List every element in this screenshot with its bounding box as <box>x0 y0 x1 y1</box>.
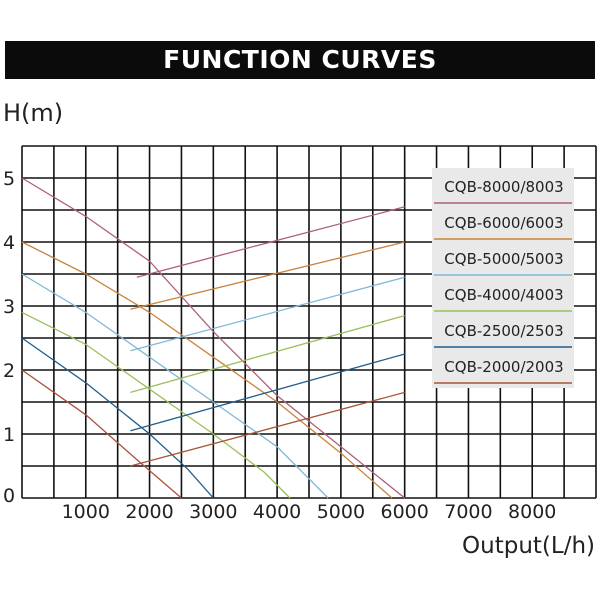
x-tick-label: 7000 <box>444 501 492 523</box>
y-tick-label: 4 <box>3 232 15 254</box>
y-axis-label: H(m) <box>3 99 63 127</box>
efficiency-line-5 <box>130 353 405 432</box>
legend: CQB-8000/8003 CQB-6000/6003 CQB-5000/5003 C… <box>432 168 574 388</box>
x-tick-label: 5000 <box>317 501 365 523</box>
x-tick-label: 6000 <box>380 501 428 523</box>
legend-label: CQB-4000/4003 <box>444 286 563 304</box>
series-line-5 <box>21 337 214 499</box>
series-line-6 <box>21 369 182 499</box>
y-tick-label: 2 <box>3 360 15 382</box>
series-line-3 <box>21 273 329 499</box>
legend-label: CQB-2000/2003 <box>444 358 563 376</box>
x-axis-label: Output(L/h) <box>462 533 595 559</box>
y-tick-label: 3 <box>3 296 15 318</box>
efficiency-line-1 <box>136 206 405 278</box>
x-tick-label: 4000 <box>253 501 301 523</box>
grid <box>21 145 597 499</box>
efficiency-line-4 <box>130 314 405 394</box>
series-line-1 <box>21 177 406 499</box>
legend-label: CQB-6000/6003 <box>444 214 563 232</box>
chart-title: FUNCTION CURVES <box>163 45 437 74</box>
x-tick-label: 8000 <box>508 501 556 523</box>
efficiency-line-6 <box>130 391 405 467</box>
x-tick-label: 2000 <box>125 501 173 523</box>
x-tick-label: 3000 <box>189 501 237 523</box>
efficiency-line-2 <box>130 241 405 310</box>
series-line-4 <box>21 311 291 499</box>
series-line-2 <box>21 241 393 499</box>
title-bar: FUNCTION CURVES <box>5 41 595 79</box>
tick-labels: 1000 2000 3000 4000 5000 6000 7000 8000 0 1 2 3 4 5 <box>3 168 556 523</box>
y-tick-label: 5 <box>3 168 15 190</box>
x-tick-label: 1000 <box>62 501 110 523</box>
y-tick-label: 1 <box>3 424 15 446</box>
y-tick-label: 0 <box>3 485 15 507</box>
efficiency-line-3 <box>130 276 405 352</box>
legend-label: CQB-2500/2503 <box>444 322 563 340</box>
legend-box <box>432 168 574 388</box>
legend-label: CQB-8000/8003 <box>444 178 563 196</box>
series-group <box>21 177 406 499</box>
legend-label: CQB-5000/5003 <box>444 250 563 268</box>
